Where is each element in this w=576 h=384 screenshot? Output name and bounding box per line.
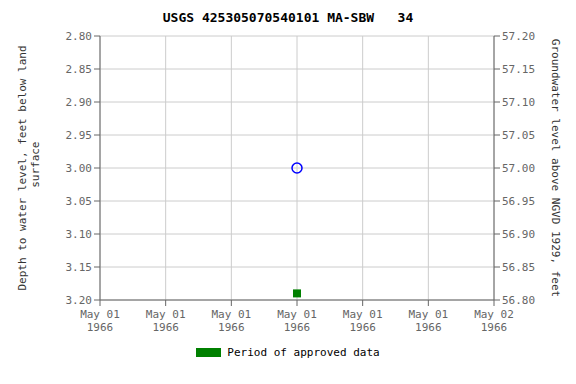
- svg-text:May 011966: May 011966: [146, 308, 186, 334]
- svg-text:3.05: 3.05: [66, 195, 93, 208]
- svg-text:3.10: 3.10: [66, 228, 93, 241]
- svg-text:May 011966: May 011966: [343, 308, 383, 334]
- svg-text:2.95: 2.95: [66, 129, 93, 142]
- svg-text:57.05: 57.05: [502, 129, 535, 142]
- html-text:USGS 425305070540101 MA-SBW 34: USGS 425305070540101 MA-SBW 34: [162, 10, 414, 25]
- svg-text:May 011966: May 011966: [211, 308, 251, 334]
- svg-text:Depth to water level, feet bel: Depth to water level, feet below land su…: [16, 45, 42, 290]
- svg-text:57.20: 57.20: [502, 30, 535, 43]
- svg-text:May 021966: May 021966: [474, 308, 514, 334]
- svg-text:56.85: 56.85: [502, 261, 535, 274]
- svg-text:2.90: 2.90: [66, 96, 93, 109]
- svg-text:56.80: 56.80: [502, 294, 535, 307]
- svg-text:3.20: 3.20: [66, 294, 93, 307]
- svg-text:57.00: 57.00: [502, 162, 535, 175]
- svg-text:57.15: 57.15: [502, 63, 535, 76]
- svg-text:May 011966: May 011966: [80, 308, 120, 334]
- svg-text:Groundwater level above NGVD 1: Groundwater level above NGVD 1929, feet: [549, 39, 562, 297]
- svg-text:2.80: 2.80: [66, 30, 93, 43]
- svg-text:57.10: 57.10: [502, 96, 535, 109]
- svg-text:3.15: 3.15: [66, 261, 93, 274]
- svg-text:56.95: 56.95: [502, 195, 535, 208]
- svg-text:56.90: 56.90: [502, 228, 535, 241]
- svg-text:3.00: 3.00: [66, 162, 93, 175]
- html-text:Period of approved data: Period of approved data: [227, 346, 380, 359]
- svg-text:May 011966: May 011966: [277, 308, 317, 334]
- svg-text:2.85: 2.85: [66, 63, 93, 76]
- svg-text:May 011966: May 011966: [408, 308, 448, 334]
